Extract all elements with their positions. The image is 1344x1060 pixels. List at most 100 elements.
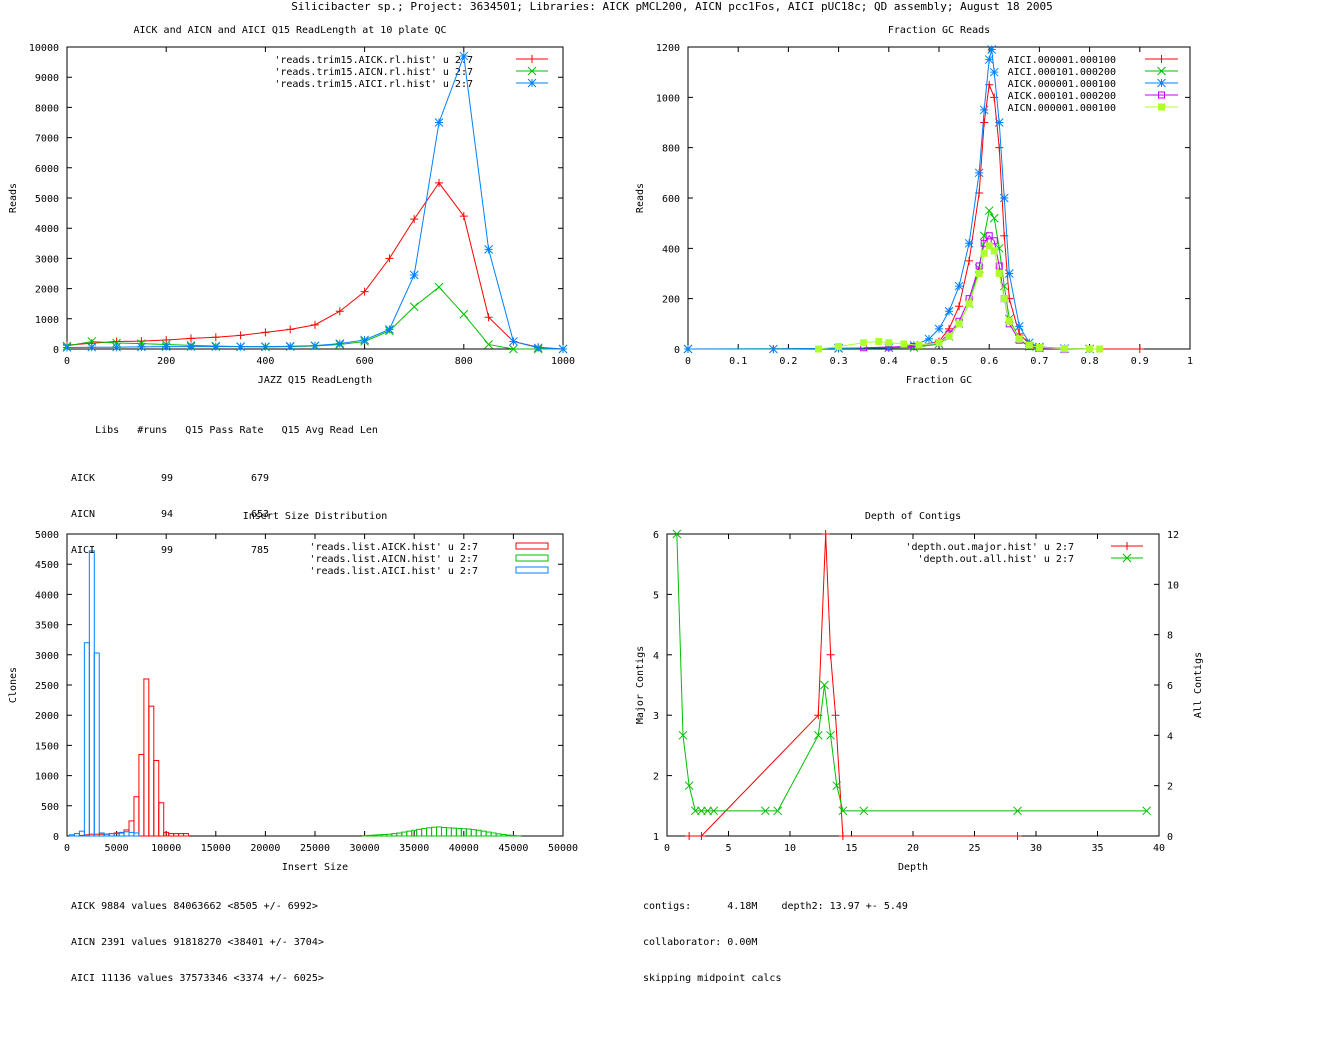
bar-2-1 — [426, 827, 433, 837]
data-point-1-2 — [987, 45, 997, 54]
bar-2-1 — [366, 834, 373, 837]
data-point-0-2 — [137, 342, 146, 352]
data-point-1-4 — [885, 339, 893, 347]
data-point-1-4 — [875, 337, 883, 345]
bar-2-0 — [178, 833, 185, 837]
data-point-0-2 — [533, 343, 543, 353]
y-tick-label-3: 4 — [653, 651, 659, 662]
y-tick-label-2: 2500 — [35, 681, 59, 692]
plot-frame-2 — [66, 533, 564, 837]
x-tick-label-2: 20000 — [250, 843, 280, 854]
y-tick-label-2: 500 — [41, 802, 59, 813]
data-point-3-1 — [1142, 806, 1152, 816]
bar-2-1 — [455, 827, 462, 837]
data-point-1-4 — [1005, 317, 1013, 325]
bar-2-0 — [158, 802, 165, 837]
data-point-1-4 — [995, 270, 1003, 277]
legend-marker-0-1 — [527, 66, 537, 76]
data-point-1-2 — [944, 306, 954, 316]
legend-marker-1-4 — [1158, 103, 1165, 111]
legend-label-1-3: AICK.000101.000200 — [1008, 91, 1116, 102]
x-tick-label-1: 0.6 — [980, 356, 998, 367]
bar-2-1 — [470, 829, 477, 837]
data-point-3-1 — [678, 730, 688, 740]
legend-label-2-0: 'reads.list.AICK.hist' u 2:7 — [309, 542, 478, 553]
chart-title-0: AICK and AICN and AICI Q15 ReadLength at… — [133, 25, 446, 36]
bar-2-1 — [406, 830, 413, 837]
x-tick-label-2: 35000 — [399, 843, 429, 854]
data-point-1-4 — [980, 249, 988, 257]
legend-marker-3-1 — [1122, 553, 1132, 563]
y-tick-label-1: 800 — [662, 144, 680, 155]
y-tick-label-3: 6 — [653, 530, 659, 541]
data-point-3-1 — [859, 806, 869, 816]
series-1-3 — [860, 232, 1068, 353]
y-tick-label-0: 6000 — [35, 164, 59, 175]
y-tick-label-1: 400 — [662, 244, 680, 255]
y-axis-label-0: Reads — [8, 183, 19, 213]
data-point-1-2 — [994, 118, 1004, 127]
x-tick-label-0: 400 — [256, 356, 274, 367]
data-point-0-2 — [558, 344, 568, 354]
data-point-0-0 — [261, 328, 270, 337]
data-point-0-2 — [161, 342, 171, 351]
x-tick-label-2: 0 — [64, 843, 70, 854]
data-point-3-1 — [820, 680, 829, 690]
bar-2-1 — [450, 827, 457, 837]
data-point-0-2 — [186, 342, 196, 351]
readlength-stats: Libs #runs Q15 Pass Rate Q15 Avg Read Len A… — [71, 389, 378, 569]
stats-row-aici: AICI 99 785 — [71, 545, 270, 556]
x-tick-label-2: 10000 — [151, 843, 181, 854]
y-tick-label-3: 2 — [653, 772, 659, 783]
legend-marker-0-2 — [527, 78, 537, 88]
data-point-0-2 — [509, 337, 518, 346]
data-point-1-2 — [964, 238, 974, 248]
data-point-0-0 — [236, 331, 245, 340]
stats-header-avg-len: Q15 Avg Read Len — [281, 425, 378, 436]
x-tick-label-1: 0.7 — [1030, 356, 1048, 367]
series-line-3-1 — [676, 533, 1147, 812]
data-point-1-4 — [1035, 343, 1043, 351]
bar-2-0 — [168, 833, 175, 837]
data-point-0-2 — [285, 341, 295, 351]
series-2-2 — [68, 550, 140, 837]
data-point-1-4 — [1025, 341, 1033, 349]
x-tick-label-1: 0.4 — [880, 356, 898, 367]
data-point-3-0 — [697, 832, 706, 840]
data-point-0-2 — [87, 342, 97, 352]
bar-2-1 — [416, 828, 423, 837]
x-tick-label-3: 25 — [968, 843, 980, 854]
y-tick-label-0: 10000 — [29, 43, 59, 54]
x-tick-label-2: 15000 — [201, 843, 231, 854]
legend-label-0-1: 'reads.trim15.AICN.rl.hist' u 2:7 — [274, 67, 473, 78]
y-tick-label-1: 200 — [662, 295, 680, 306]
data-point-1-4 — [835, 342, 843, 350]
y-tick-label-2: 4000 — [35, 590, 59, 601]
data-point-1-2 — [984, 55, 994, 64]
bar-2-1 — [421, 827, 428, 837]
data-point-3-0 — [821, 530, 830, 538]
data-point-1-4 — [965, 300, 973, 308]
data-point-1-3 — [990, 237, 998, 245]
bar-2-2 — [93, 652, 100, 837]
data-point-1-2 — [1014, 321, 1024, 331]
bar-2-2 — [133, 832, 140, 837]
x-tick-label-2: 50000 — [548, 843, 578, 854]
y2-tick-label-3: 12 — [1167, 530, 1179, 541]
series-line-0-2 — [66, 55, 564, 350]
series-1-4 — [815, 242, 1104, 353]
bar-2-1 — [480, 830, 487, 837]
data-point-1-2 — [954, 281, 964, 291]
data-point-0-2 — [112, 342, 121, 352]
y-tick-label-3: 3 — [653, 711, 659, 722]
bar-2-1 — [485, 831, 492, 837]
data-point-1-4 — [935, 339, 943, 347]
bar-2-0 — [138, 753, 145, 837]
stats-header-libs: Libs — [95, 425, 120, 436]
data-point-1-2 — [989, 67, 999, 77]
legend-label-3-0: 'depth.out.major.hist' u 2:7 — [905, 542, 1074, 553]
data-point-1-2 — [924, 334, 934, 344]
depth-stat-contigs: contigs: 4.18M depth2: 13.97 +- 5.49 — [643, 901, 908, 912]
bar-2-1 — [505, 834, 512, 837]
